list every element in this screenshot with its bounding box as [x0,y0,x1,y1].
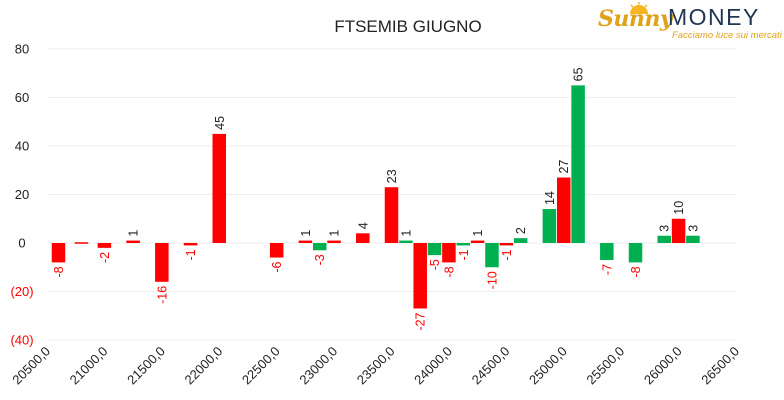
data-label: 65 [572,67,586,81]
bar [126,240,140,243]
x-tick-label: 24500,0 [469,344,513,388]
logo-tagline: Facciamo luce sui mercati [672,30,782,41]
bar [657,235,671,243]
data-label: -3 [313,254,327,265]
x-axis-ticks: 20500,0 21000,0 21500,0 22000,0 22500,0 23000… [9,344,742,388]
data-label: 1 [471,230,485,237]
data-label: -27 [414,312,428,330]
x-tick-label: 23000,0 [296,344,340,388]
bar [485,243,499,268]
logo-main-text: MONEY [668,4,760,30]
y-tick-label: 40 [15,139,29,154]
bar [571,85,585,243]
data-label: -1 [457,249,471,260]
logo-script-text: Sunny [598,6,673,32]
data-label: 2 [514,227,528,234]
bar [470,240,485,243]
x-tick-label: 26000,0 [641,344,685,388]
data-label: -8 [629,266,643,277]
data-label: 3 [686,225,700,232]
bar [513,238,528,243]
data-label: -10 [485,271,499,289]
x-tick-label: 26500,0 [698,344,742,388]
bar [442,243,456,263]
bar [312,243,327,251]
bar [327,240,341,243]
x-tick-label: 22500,0 [239,344,283,388]
bar [557,177,571,243]
bar [356,233,370,243]
bar [499,243,514,246]
bar [269,243,284,258]
data-label: -7 [600,264,614,275]
bar [51,243,66,263]
sunny-money-logo: Sunny MONEY Facciamo luce sui mercati [594,2,782,44]
data-label: 1 [328,230,342,237]
y-tick-label: 60 [15,90,29,105]
bar [427,243,442,256]
data-label: 3 [658,225,672,232]
bar [298,240,313,243]
y-tick-label: 0 [18,236,25,251]
bar [384,187,399,243]
data-label: 45 [213,116,227,130]
x-tick-label: 20500,0 [9,344,53,388]
bar [399,240,413,243]
bar [413,243,427,309]
sun-icon [630,2,648,14]
bar [671,218,686,243]
x-tick-label: 25500,0 [583,344,627,388]
bar [456,243,471,246]
x-tick-label: 23500,0 [354,344,398,388]
data-label: -1 [184,249,198,260]
x-tick-label: 24000,0 [411,344,455,388]
data-label: -8 [52,266,66,277]
bar [542,209,557,243]
data-label: 1 [399,230,413,237]
data-label: 1 [127,230,141,237]
bar [686,235,700,243]
data-label: -1 [500,249,514,260]
data-label: -16 [155,286,169,304]
data-label: 27 [557,160,571,174]
bar [74,242,89,244]
y-tick-label: 80 [15,42,29,57]
bar [628,243,643,263]
bar [155,243,169,282]
x-tick-label: 21500,0 [124,344,168,388]
chart-title: FTSEMIB GIUGNO [334,17,481,36]
data-label: -8 [442,266,456,277]
data-label: -2 [98,252,112,263]
data-label: 23 [385,169,399,183]
data-label: 1 [299,230,313,237]
y-tick-label: (20) [10,284,33,299]
data-label: -5 [428,259,442,270]
y-tick-label: 20 [15,187,29,202]
y-axis-ticks: 80 60 40 20 0 (20) (40) [10,42,33,348]
bar [212,133,226,243]
data-label: -6 [270,262,284,273]
y-tick-label: (40) [10,333,33,348]
data-labels: -8-21-16-145-61-314231-27-5-8-11-10-1214… [52,67,700,330]
x-tick-label: 22000,0 [182,344,226,388]
bar [183,243,198,246]
x-tick-label: 25000,0 [526,344,570,388]
bar [600,243,614,260]
bar [97,243,112,248]
x-tick-label: 21000,0 [67,344,111,388]
data-label: 14 [543,191,557,205]
data-label: 10 [672,201,686,215]
bars [51,85,700,309]
data-label: 4 [356,222,370,229]
